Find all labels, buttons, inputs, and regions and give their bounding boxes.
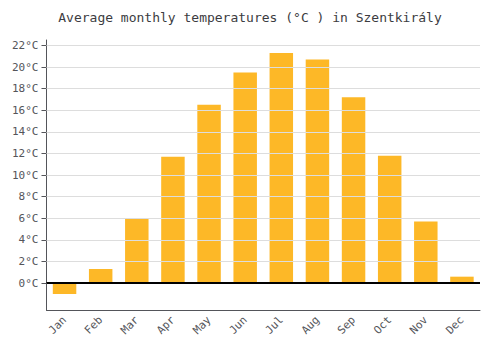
svg-text:0°C: 0°C bbox=[19, 277, 39, 290]
svg-text:May: May bbox=[190, 313, 213, 336]
svg-text:8°C: 8°C bbox=[19, 190, 39, 203]
svg-text:16°C: 16°C bbox=[12, 104, 39, 117]
svg-text:Sep: Sep bbox=[335, 314, 358, 337]
svg-text:Dec: Dec bbox=[443, 314, 466, 337]
svg-text:Jun: Jun bbox=[227, 314, 250, 337]
svg-text:Oct: Oct bbox=[371, 314, 394, 337]
svg-text:Aug: Aug bbox=[299, 314, 322, 337]
svg-text:12°C: 12°C bbox=[12, 147, 39, 160]
svg-text:Feb: Feb bbox=[82, 314, 105, 337]
svg-text:6°C: 6°C bbox=[19, 212, 39, 225]
svg-text:20°C: 20°C bbox=[12, 61, 39, 74]
svg-text:2°C: 2°C bbox=[19, 255, 39, 268]
svg-text:Apr: Apr bbox=[154, 313, 177, 336]
svg-text:Nov: Nov bbox=[407, 313, 430, 336]
svg-text:10°C: 10°C bbox=[12, 169, 39, 182]
svg-text:14°C: 14°C bbox=[12, 125, 39, 138]
svg-text:22°C: 22°C bbox=[12, 39, 39, 52]
svg-text:Jan: Jan bbox=[46, 314, 69, 337]
svg-text:Average monthly temperatures (: Average monthly temperatures (°C ) in Sz… bbox=[58, 10, 442, 25]
svg-text:Mar: Mar bbox=[118, 313, 141, 336]
svg-text:4°C: 4°C bbox=[19, 233, 39, 246]
svg-text:18°C: 18°C bbox=[12, 82, 39, 95]
svg-text:Jul: Jul bbox=[263, 314, 286, 337]
